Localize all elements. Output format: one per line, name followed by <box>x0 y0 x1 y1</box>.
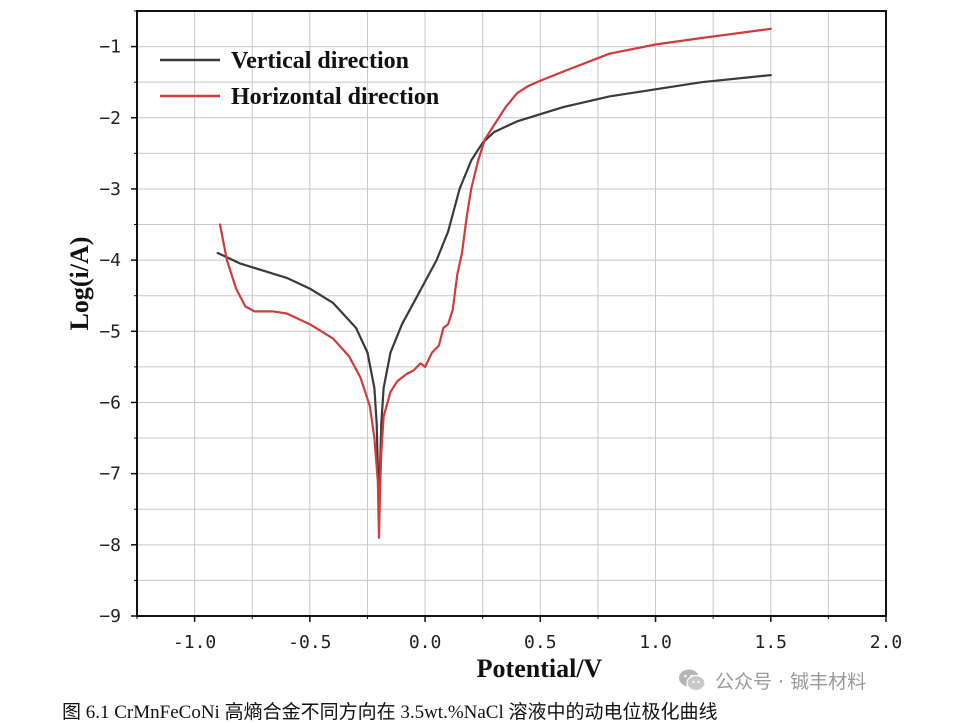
y-tick-label: −3 <box>99 179 121 200</box>
series-line-horizontal <box>218 27 772 539</box>
polarization-chart: -1.0 -0.5 0.0 0.5 1.0 1.5 2.0 −9 −8 −7 −6 −5 −4 −3 −2… <box>65 10 902 683</box>
x-tick-label: 0.0 <box>409 632 442 653</box>
x-tick-label: 1.5 <box>755 632 788 653</box>
x-tick-label: -0.5 <box>288 632 331 653</box>
watermark: 公众号 · 铖丰材料 <box>677 665 866 695</box>
y-axis-title: Log(i/A) <box>65 237 94 331</box>
legend-label-vertical: Vertical direction <box>231 48 409 74</box>
y-tick-label: −2 <box>99 108 121 129</box>
legend-label-horizontal: Horizontal direction <box>231 84 439 110</box>
series-line-vertical <box>216 73 772 518</box>
x-tick-label: 1.0 <box>639 632 672 653</box>
x-tick-label: 0.5 <box>524 632 557 653</box>
x-tick-label: -1.0 <box>173 632 216 653</box>
series-layer <box>216 27 772 539</box>
x-tick-labels: -1.0 -0.5 0.0 0.5 1.0 1.5 2.0 <box>173 632 902 653</box>
figure-caption: 图 6.1 CrMnFeCoNi 高熵合金不同方向在 3.5wt.%NaCl 溶… <box>62 702 718 723</box>
grid <box>137 11 886 616</box>
ticks <box>131 10 887 622</box>
legend: Vertical direction Horizontal direction <box>160 48 439 110</box>
y-tick-label: −1 <box>99 37 121 58</box>
x-tick-label: 2.0 <box>870 632 903 653</box>
y-tick-label: −4 <box>99 250 121 271</box>
y-tick-label: −7 <box>99 464 121 485</box>
x-axis-title: Potential/V <box>477 654 603 683</box>
y-tick-label: −6 <box>99 392 121 413</box>
watermark-text: 公众号 · 铖丰材料 <box>715 670 867 693</box>
y-tick-label: −9 <box>99 606 121 627</box>
plot-frame <box>136 10 887 617</box>
y-tick-label: −8 <box>99 535 121 556</box>
wechat-icon <box>679 669 706 692</box>
y-tick-labels: −9 −8 −7 −6 −5 −4 −3 −2 −1 <box>99 37 121 627</box>
y-tick-label: −5 <box>99 321 121 342</box>
